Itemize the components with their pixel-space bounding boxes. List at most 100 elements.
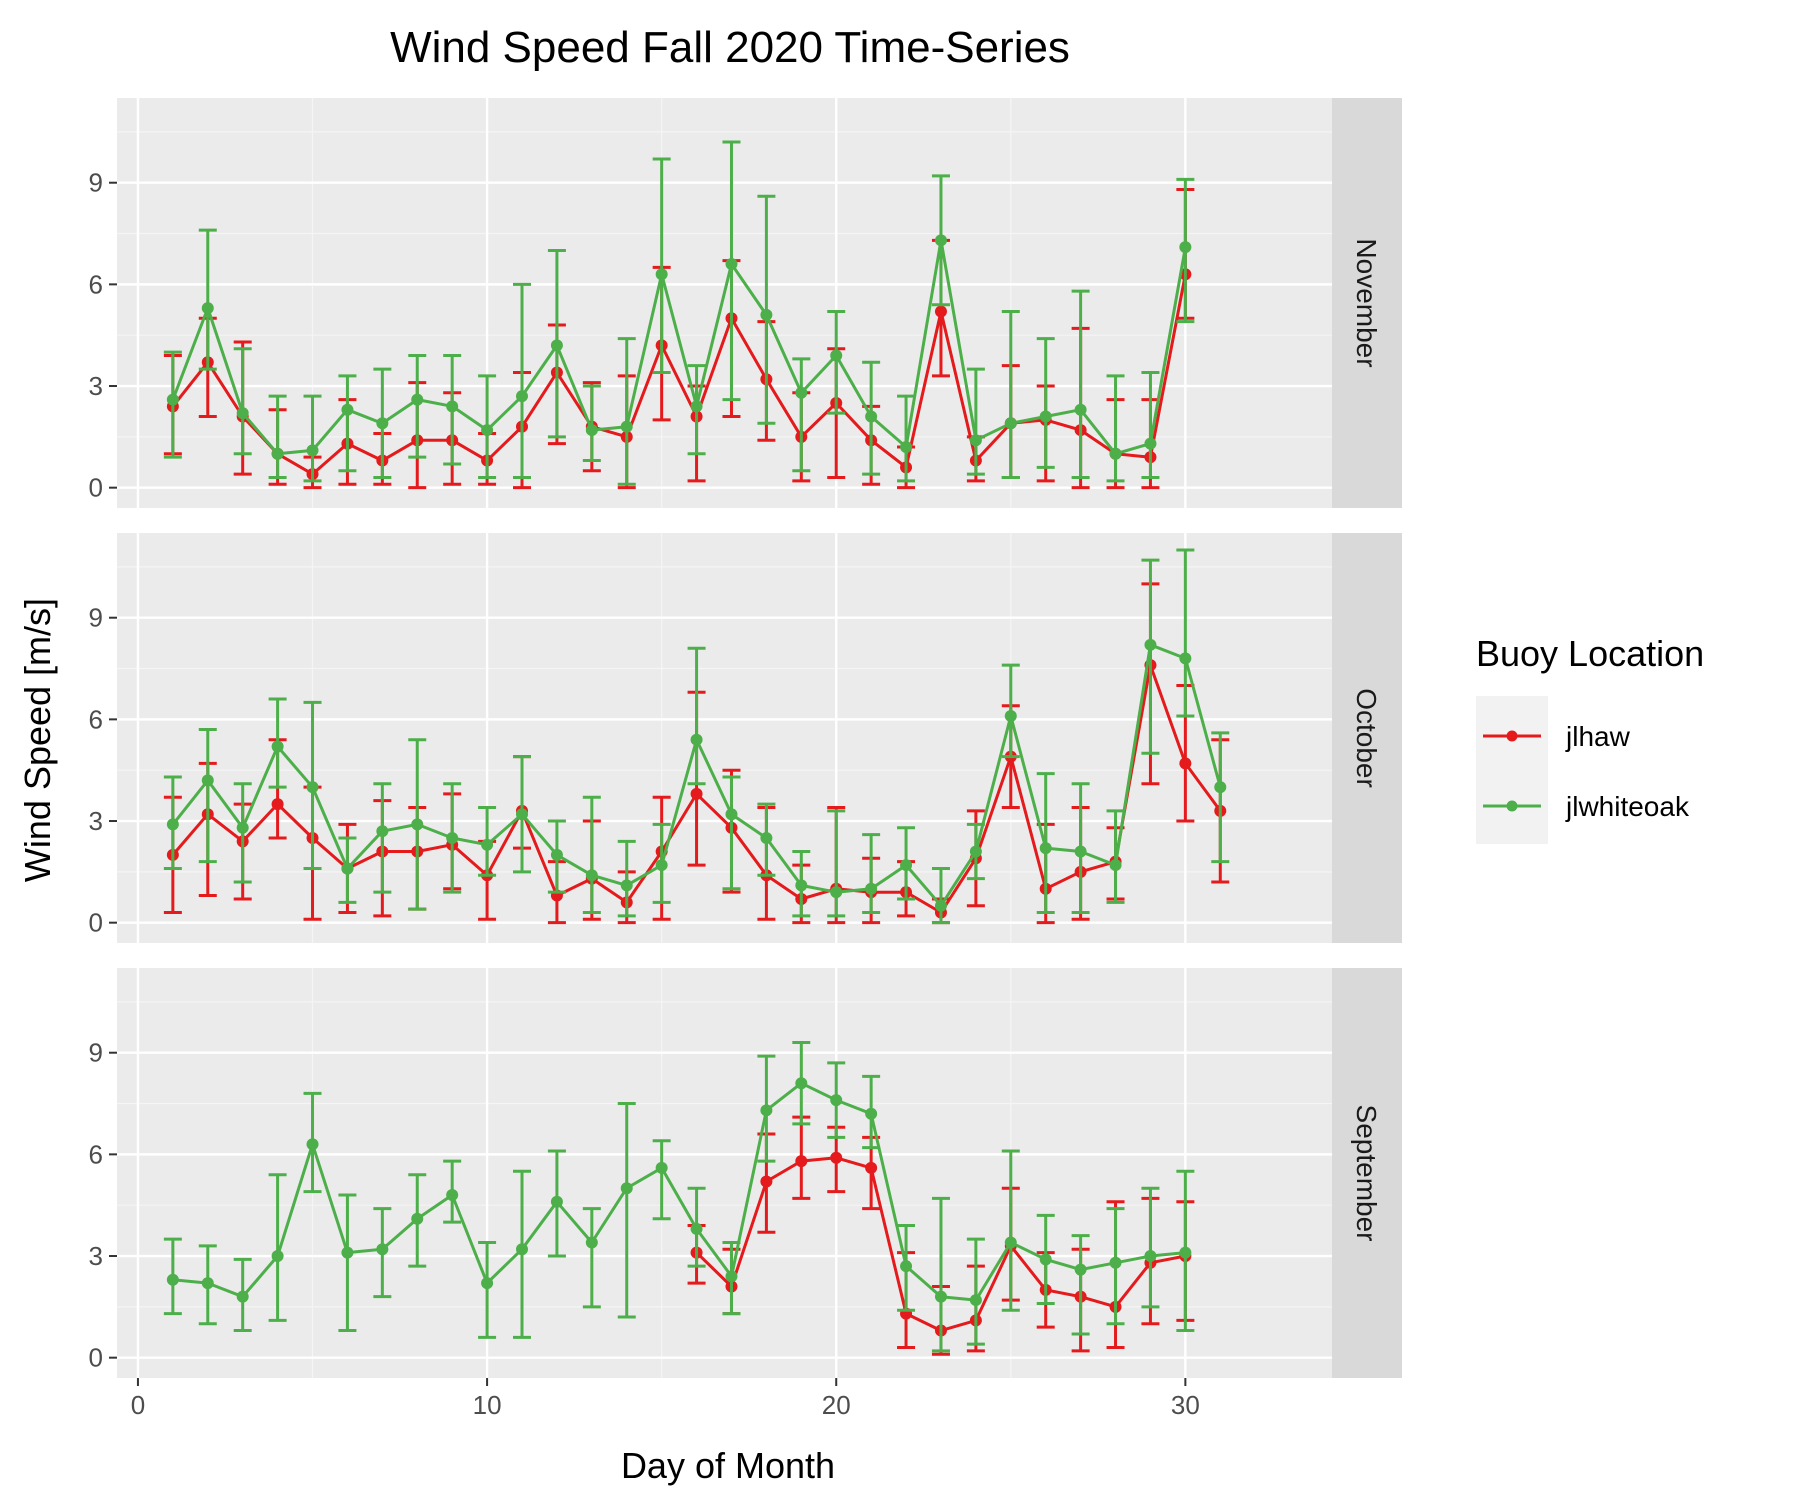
series-jlwhiteoak	[163, 140, 1195, 486]
facet-strip	[1332, 968, 1402, 1378]
legend-label-jlhaw: jlhaw	[1565, 721, 1631, 752]
data-point	[446, 1189, 459, 1202]
facet-strip	[1332, 98, 1402, 508]
data-point	[481, 1277, 494, 1290]
data-point	[166, 1273, 179, 1286]
data-point	[655, 1161, 668, 1174]
data-point	[236, 1290, 249, 1303]
data-point	[411, 1212, 424, 1225]
legend-title: Buoy Location	[1476, 633, 1704, 674]
data-point	[306, 1138, 319, 1151]
data-point	[481, 838, 494, 851]
x-tick-label: 10	[473, 1390, 502, 1420]
data-point	[376, 825, 389, 838]
data-point	[271, 447, 284, 460]
series-jlwhiteoak	[163, 1041, 1195, 1353]
data-point	[690, 1222, 703, 1235]
data-point	[1144, 437, 1157, 450]
data-point	[1039, 842, 1052, 855]
data-point	[1109, 447, 1122, 460]
data-point	[585, 424, 598, 437]
data-point	[341, 403, 354, 416]
y-tick-label: 6	[89, 1139, 103, 1169]
data-point	[341, 1246, 354, 1259]
y-tick-label: 0	[89, 473, 103, 503]
data-point	[865, 1107, 878, 1120]
data-point	[900, 859, 913, 872]
data-point	[934, 1290, 947, 1303]
data-point	[585, 1236, 598, 1249]
data-point	[760, 1175, 773, 1188]
data-point	[830, 349, 843, 362]
y-tick-label: 3	[89, 806, 103, 836]
data-point	[1004, 417, 1017, 430]
data-point	[1039, 410, 1052, 423]
data-point	[795, 1155, 808, 1168]
data-point	[1074, 403, 1087, 416]
data-point	[934, 899, 947, 912]
data-point	[690, 400, 703, 413]
series-line-jlwhiteoak	[172, 1081, 1186, 1302]
data-point	[1144, 638, 1157, 651]
data-point	[620, 1182, 633, 1195]
data-point	[341, 862, 354, 875]
facet-strip	[1332, 533, 1402, 943]
legend-key-point-jlhaw	[1506, 730, 1518, 742]
data-point	[760, 831, 773, 844]
data-point	[550, 1195, 563, 1208]
facet-label-october: October	[1351, 688, 1382, 788]
data-point	[376, 1243, 389, 1256]
data-point	[1179, 757, 1192, 770]
x-tick-label: 30	[1171, 1390, 1200, 1420]
data-point	[166, 818, 179, 831]
data-point	[201, 774, 214, 787]
data-point	[516, 1243, 528, 1256]
panel-background	[117, 533, 1332, 943]
data-point	[725, 1270, 738, 1283]
data-point	[620, 420, 633, 433]
data-point	[271, 740, 284, 753]
y-tick-label: 3	[89, 1241, 103, 1271]
data-point	[1004, 709, 1017, 722]
data-point	[1179, 241, 1192, 254]
legend-key-point-jlwhiteoak	[1506, 800, 1518, 812]
data-point	[830, 1094, 843, 1107]
legend-key-background	[1476, 696, 1548, 844]
data-point	[1039, 1253, 1052, 1266]
data-point	[446, 400, 459, 413]
data-point	[271, 798, 284, 811]
data-point	[585, 869, 598, 882]
y-axis-title: Wind Speed [m/s]	[17, 598, 58, 882]
data-point	[1214, 781, 1227, 794]
data-point	[690, 733, 703, 746]
series-jlwhiteoak	[163, 548, 1230, 925]
data-point	[550, 339, 563, 352]
data-point	[1109, 859, 1122, 872]
data-point	[411, 818, 424, 831]
data-point	[865, 882, 878, 895]
y-tick-label: 6	[89, 704, 103, 734]
data-point	[1179, 652, 1192, 665]
data-point	[446, 831, 459, 844]
data-point	[830, 886, 843, 899]
data-point	[1004, 1236, 1017, 1249]
data-point	[620, 879, 633, 892]
y-tick-label: 6	[89, 269, 103, 299]
y-tick-label: 0	[89, 1343, 103, 1373]
data-point	[166, 393, 179, 406]
data-point	[969, 845, 982, 858]
data-point	[900, 441, 913, 454]
data-point	[516, 808, 528, 821]
data-point	[795, 879, 808, 892]
data-point	[411, 393, 424, 406]
x-axis-title: Day of Month	[621, 1445, 835, 1486]
data-point	[236, 821, 249, 834]
y-tick-label: 3	[89, 371, 103, 401]
x-axis: 0 10 20 30	[131, 1378, 1200, 1420]
data-point	[760, 308, 773, 321]
data-point	[655, 859, 668, 872]
y-tick-label: 9	[89, 168, 103, 198]
panel-background	[117, 968, 1332, 1378]
data-point	[201, 1277, 214, 1290]
data-point	[795, 1077, 808, 1090]
